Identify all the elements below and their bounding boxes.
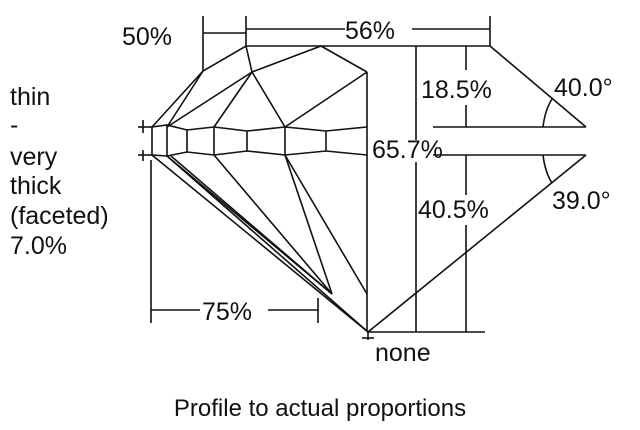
diagram-caption: Profile to actual proportions [174, 395, 466, 422]
girdle-line: (faceted) [10, 202, 109, 230]
crown-angle-arc [542, 98, 553, 128]
girdle-label: thin - very thick (faceted) 7.0% [10, 83, 109, 260]
star-length-label: 50% [122, 23, 172, 51]
pavilion-angle-label: 39.0° [552, 187, 611, 215]
crown-outline [151, 45, 490, 332]
pavilion-depth-label: 40.5% [418, 196, 489, 224]
girdle-line: 7.0% [10, 232, 67, 260]
girdle-line: thin [10, 83, 50, 111]
table-width-label: 56% [345, 17, 395, 45]
crown-angle-label: 40.0° [554, 74, 613, 102]
lower-half-label: 75% [202, 298, 252, 326]
girdle-line: - [10, 111, 18, 139]
crown-height-label: 18.5% [421, 76, 492, 104]
culet-label: none [375, 339, 431, 367]
total-depth-label: 65.7% [372, 136, 443, 164]
pavilion-outline [151, 154, 374, 340]
girdle-line: thick [10, 172, 62, 200]
right-profile [367, 45, 587, 333]
pavilion-angle-arc [542, 154, 553, 184]
lower-half-dimension [150, 160, 319, 323]
girdle-line: very [10, 143, 58, 171]
girdle [138, 120, 368, 161]
top-dimensions [202, 16, 491, 71]
